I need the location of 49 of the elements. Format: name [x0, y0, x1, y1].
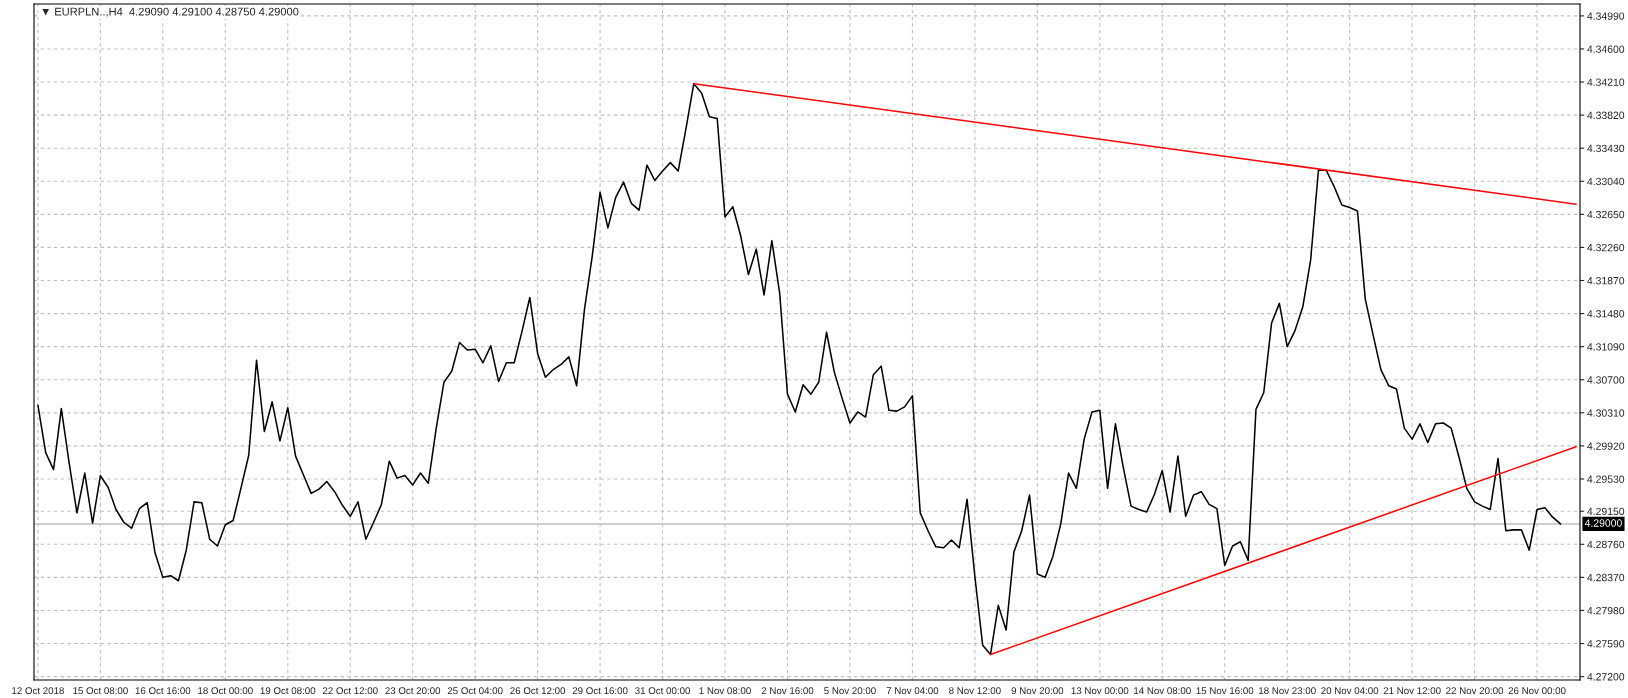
x-tick-label: 15 Nov 16:00	[1196, 687, 1254, 695]
y-tick-label: 4.32650	[1587, 210, 1625, 219]
y-tick-label: 4.34990	[1587, 12, 1625, 20]
x-tick-label: 2 Nov 16:00	[761, 687, 814, 695]
y-tick-label: 4.31870	[1587, 277, 1625, 285]
y-tick-label: 4.34600	[1587, 45, 1625, 53]
y-tick-label: 4.28370	[1587, 573, 1625, 582]
y-tick-label: 4.33040	[1587, 177, 1625, 186]
y-tick-label: 4.32260	[1587, 243, 1625, 252]
chart-title: ▼ EURPLN..,H4 4.29090 4.29100 4.28750 4.29000	[42, 7, 299, 17]
y-tick-label: 4.30310	[1587, 409, 1625, 417]
y-tick-label: 4.27590	[1587, 640, 1625, 648]
y-tick-label: 4.27980	[1587, 606, 1625, 615]
x-tick-label: 16 Oct 16:00	[135, 687, 191, 695]
ref-line-label: 4.29000	[1584, 519, 1622, 527]
x-tick-label: 7 Nov 04:00	[886, 687, 939, 695]
x-tick-label: 18 Oct 00:00	[198, 687, 253, 695]
x-tick-label: 14 Nov 08:00	[1134, 687, 1191, 695]
x-tick-label: 21 Nov 12:00	[1383, 687, 1441, 695]
y-tick-label: 4.30700	[1587, 376, 1625, 384]
line-series	[37, 82, 1562, 656]
y-tick-label: 4.29530	[1587, 475, 1625, 483]
x-tick-label: 31 Oct 00:00	[635, 687, 691, 695]
x-tick-label: 1 Nov 08:00	[699, 687, 751, 695]
x-tick-label: 18 Nov 23:00	[1259, 687, 1316, 695]
y-tick-label: 4.29150	[1587, 507, 1625, 516]
y-tick-label: 4.34210	[1587, 78, 1625, 86]
x-tick-label: 22 Oct 12:00	[322, 687, 378, 695]
x-tick-label: 15 Oct 08:00	[73, 687, 128, 695]
x-tick-label: 26 Oct 12:00	[510, 687, 566, 695]
x-tick-label: 23 Oct 20:00	[385, 687, 441, 695]
y-tick-label: 4.31480	[1587, 310, 1625, 318]
y-tick-label: 4.28760	[1587, 540, 1625, 549]
x-tick-label: 9 Nov 20:00	[1011, 687, 1064, 695]
x-tick-label: 29 Oct 16:00	[572, 687, 628, 695]
x-tick-label: 12 Oct 2018	[12, 687, 64, 695]
y-tick-label: 4.33430	[1587, 144, 1625, 153]
x-tick-label: 22 Nov 20:00	[1446, 687, 1504, 695]
y-tick-label: 4.31090	[1587, 343, 1625, 351]
y-tick-label: 4.27200	[1587, 673, 1625, 681]
x-tick-label: 20 Nov 04:00	[1321, 687, 1379, 695]
x-tick-label: 5 Nov 20:00	[824, 687, 876, 695]
x-tick-label: 26 Nov 00:00	[1508, 687, 1566, 695]
y-tick-label: 4.33820	[1587, 111, 1625, 119]
y-tick-label: 4.29920	[1587, 442, 1625, 450]
x-tick-label: 8 Nov 12:00	[949, 687, 1001, 695]
x-tick-label: 13 Nov 00:00	[1071, 687, 1129, 695]
x-tick-label: 19 Oct 08:00	[260, 687, 316, 695]
x-tick-label: 25 Oct 04:00	[447, 687, 503, 695]
